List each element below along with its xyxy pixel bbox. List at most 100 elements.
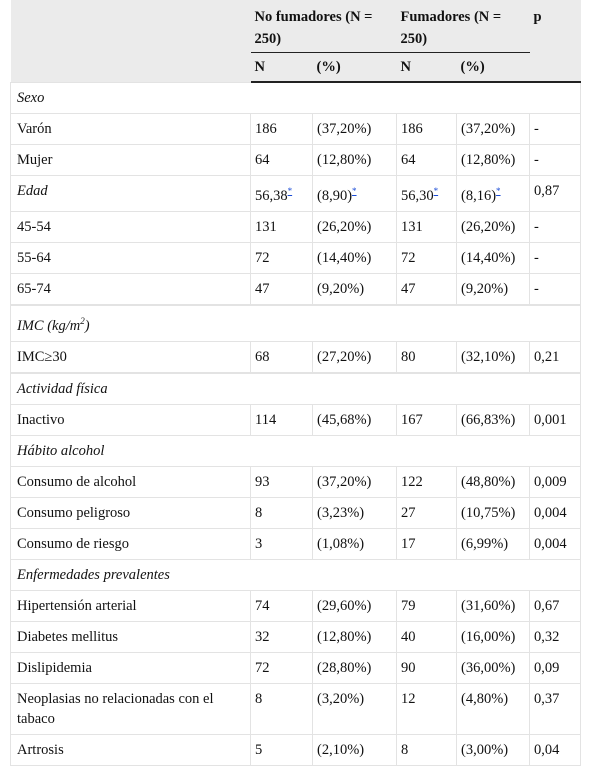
n-smokers: 40: [396, 620, 457, 653]
section-label: Sexo: [10, 81, 581, 114]
p-value-text: -: [534, 152, 539, 168]
pct-smokers: (66,83%): [456, 403, 530, 436]
pct-nonsmokers: (26,20%): [312, 210, 397, 243]
row-label: Consumo de alcohol: [10, 465, 251, 498]
pct-nonsmokers-text: (26,20%): [317, 218, 372, 235]
pct-nonsmokers-text: (3,20%): [317, 690, 365, 707]
n-smokers: 47: [396, 272, 457, 305]
n-nonsmokers: 131: [250, 210, 313, 243]
n-smokers: 72: [396, 241, 457, 274]
row-label: 55-64: [10, 241, 251, 274]
n-nonsmokers-text: 32: [255, 628, 270, 645]
spacer-cell: [10, 303, 581, 306]
header-n-smokers: N: [396, 52, 457, 83]
section-label-text: IMC (kg/m: [17, 317, 81, 334]
p-value: -: [529, 210, 581, 243]
pct-smokers-text: (8,16): [461, 187, 497, 204]
pct-smokers-text: (48,80%): [461, 473, 516, 490]
pct-smokers: (31,60%): [456, 589, 530, 622]
pct-smokers: (8,16)*: [456, 175, 530, 212]
table-row: 45-54 131 (26,20%) 131 (26,20%) -: [10, 210, 581, 243]
footnote-link[interactable]: *: [352, 186, 357, 196]
pct-smokers-text: (9,20%): [461, 280, 509, 297]
section-label: Hábito alcohol: [10, 434, 581, 467]
p-value-text: -: [534, 249, 539, 266]
row-label-text: 45-54: [17, 218, 51, 235]
p-value: -: [529, 113, 581, 145]
table-row: Consumo de riesgo 3 (1,08%) 17 (6,99%) 0,004: [10, 527, 581, 560]
p-value-text: 0,09: [534, 659, 560, 676]
p-value-text: 0,32: [534, 628, 560, 645]
p-value-text: 0,37: [534, 690, 560, 707]
table-row: Varón 186 (37,20%) 186 (37,20%) -: [10, 113, 581, 145]
pct-nonsmokers: (2,10%): [312, 733, 397, 766]
p-value: -: [529, 144, 581, 176]
n-smokers-text: 27: [401, 504, 416, 521]
pct-nonsmokers: (14,40%): [312, 241, 397, 274]
section-label-text: Actividad física: [17, 380, 108, 397]
pct-nonsmokers: (1,08%): [312, 527, 397, 560]
row-label-text: Consumo de riesgo: [17, 535, 129, 552]
pct-nonsmokers: (37,20%): [312, 113, 397, 145]
row-label-text: Mujer: [17, 152, 53, 168]
n-nonsmokers: 74: [250, 589, 313, 622]
table-row: 55-64 72 (14,40%) 72 (14,40%) -: [10, 241, 581, 274]
row-label-text: IMC≥30: [17, 348, 67, 365]
n-nonsmokers: 114: [250, 403, 313, 436]
pct-nonsmokers-text: (3,23%): [317, 504, 365, 521]
pct-smokers-text: (66,83%): [461, 411, 516, 428]
p-value-text: 0,87: [534, 183, 560, 199]
pct-nonsmokers-text: (9,20%): [317, 280, 365, 297]
pct-smokers: (14,40%): [456, 241, 530, 274]
table-row: Dislipidemia 72 (28,80%) 90 (36,00%) 0,09: [10, 651, 581, 684]
n-nonsmokers: 93: [250, 465, 313, 498]
n-smokers-text: 40: [401, 628, 416, 645]
table-row: Diabetes mellitus 32 (12,80%) 40 (16,00%) 0,3…: [10, 620, 581, 653]
pct-smokers-text: (36,00%): [461, 659, 516, 676]
n-nonsmokers: 72: [250, 651, 313, 684]
pct-nonsmokers-text: (37,20%): [317, 473, 372, 490]
pct-smokers-text: (3,00%): [461, 741, 509, 758]
footnote-link[interactable]: *: [433, 186, 439, 196]
row-label: Mujer: [10, 144, 251, 176]
p-value: 0,04: [529, 733, 581, 766]
n-nonsmokers-text: 72: [255, 249, 270, 266]
row-label-text: Neoplasias no relacionadas con el tabaco: [17, 690, 214, 727]
n-smokers: 90: [396, 651, 457, 684]
pct-smokers-text: (4,80%): [461, 690, 509, 707]
section-label-text: Sexo: [17, 90, 45, 106]
p-value-text: 0,04: [534, 741, 560, 758]
footnote-link[interactable]: *: [496, 186, 501, 196]
p-value-text: -: [534, 121, 539, 137]
p-value-text: 0,21: [534, 348, 560, 365]
footnote-link[interactable]: *: [287, 186, 293, 196]
row-label: 65-74: [10, 272, 251, 305]
section-label: Enfermedades prevalentes: [10, 558, 581, 591]
row-label-text: 55-64: [17, 249, 51, 266]
header-p: p: [529, 0, 581, 83]
pct-smokers-text: (31,60%): [461, 597, 516, 614]
table-row: Consumo peligroso 8 (3,23%) 27 (10,75%) 0,004: [10, 496, 581, 529]
p-value: -: [529, 241, 581, 274]
table-row: IMC≥30 68 (27,20%) 80 (32,10%) 0,21: [10, 340, 581, 373]
row-label: Diabetes mellitus: [10, 620, 251, 653]
section-label-text: Hábito alcohol: [17, 442, 105, 459]
table-body: Sexo Varón 186 (37,20%) 186 (37,20%) - Mujer 64(…: [10, 81, 581, 766]
table-row: Inactivo 114 (45,68%) 167 (66,83%) 0,001: [10, 403, 581, 436]
n-smokers-text: 56,30: [401, 187, 434, 204]
p-value: 0,37: [529, 682, 581, 735]
header-pct-nonsmokers: (%): [312, 52, 397, 83]
n-nonsmokers-text: 3: [255, 535, 263, 552]
pct-nonsmokers: (8,90)*: [312, 175, 397, 212]
row-label-text: Hipertensión arterial: [17, 597, 137, 614]
n-smokers: 131: [396, 210, 457, 243]
pct-smokers: (36,00%): [456, 651, 530, 684]
n-smokers: 27: [396, 496, 457, 529]
n-smokers: 80: [396, 340, 457, 373]
section-label-tail: ): [84, 317, 90, 334]
pct-nonsmokers-text: (2,10%): [317, 741, 365, 758]
section-row: IMC (kg/m2): [10, 304, 581, 342]
n-nonsmokers: 64: [250, 144, 313, 176]
n-smokers: 12: [396, 682, 457, 735]
pct-nonsmokers-text: (28,80%): [317, 659, 372, 676]
